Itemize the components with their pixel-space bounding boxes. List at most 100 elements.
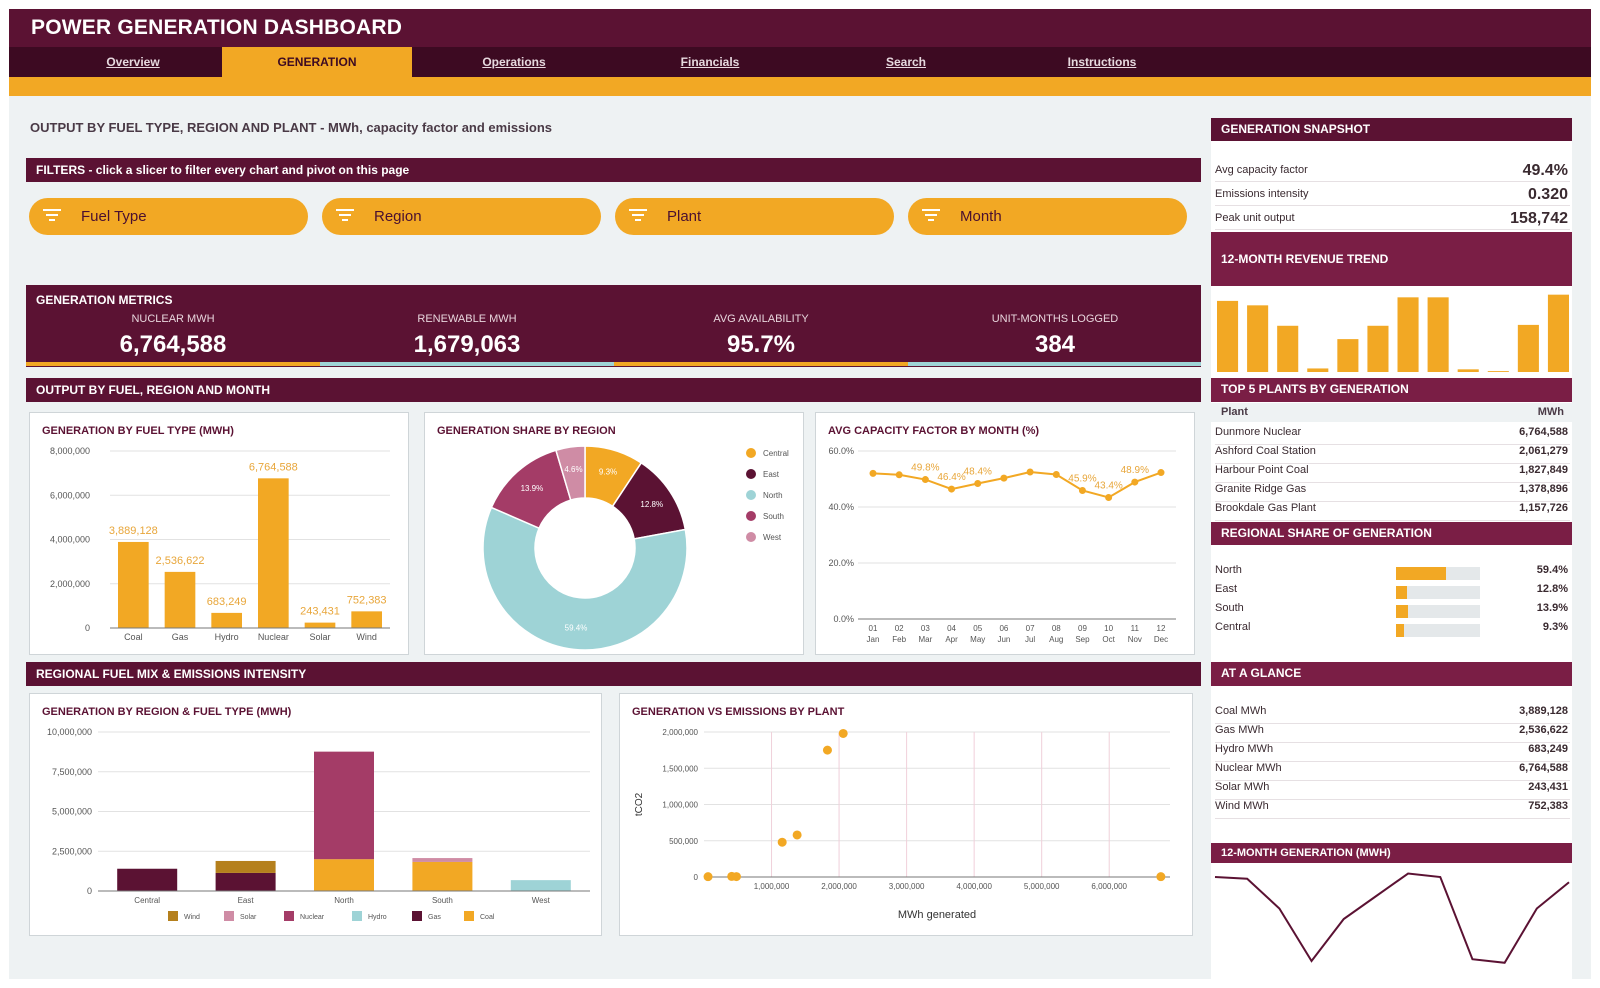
tab-generation[interactable]: GENERATION xyxy=(222,47,412,78)
y-tick-label: 2,500,000 xyxy=(52,846,92,856)
tab-financials[interactable]: Financials xyxy=(680,55,740,69)
tab-operations[interactable]: Operations xyxy=(482,55,546,69)
col-plant: Plant xyxy=(1221,406,1248,418)
plant-name: Ashford Coal Station xyxy=(1215,445,1316,457)
glance-label: Hydro MWh xyxy=(1215,743,1274,755)
x-tick-label: Solar xyxy=(309,632,330,642)
kpi-value: 1,679,063 xyxy=(413,331,521,358)
region-label: South xyxy=(1215,602,1244,614)
tab-overview[interactable]: Overview xyxy=(106,55,160,69)
y-tick-label: 60.0% xyxy=(828,446,854,456)
plant-mwh: 1,378,896 xyxy=(1519,483,1568,495)
y-tick-label: 2,000,000 xyxy=(50,579,90,589)
share-pct: 12.8% xyxy=(1536,583,1568,595)
tab-search[interactable]: Search xyxy=(885,55,927,69)
x-tick-label: 09 xyxy=(1078,624,1087,633)
legend-label: West xyxy=(763,533,782,542)
series-line xyxy=(872,470,1162,499)
region-label: East xyxy=(1215,583,1238,595)
glance-row: Wind MWh 752,383 xyxy=(1215,800,1570,819)
kpi-label: UNIT-MONTHS LOGGED xyxy=(991,313,1119,325)
bar xyxy=(1427,297,1449,372)
glance-row: Nuclear MWh 6,764,588 xyxy=(1215,762,1570,781)
x-tick-label: Oct xyxy=(1102,635,1115,644)
table-row[interactable]: Harbour Point Coal 1,827,849 xyxy=(1215,464,1570,483)
bar xyxy=(1217,300,1239,372)
table-row[interactable]: Ashford Coal Station 2,061,279 xyxy=(1215,445,1570,464)
top-plants-header: TOP 5 PLANTS BY GENERATION xyxy=(1211,378,1572,402)
bar xyxy=(1487,371,1509,372)
kpi-value: 6,764,588 xyxy=(119,331,227,358)
x-tick-label: 11 xyxy=(1131,624,1140,633)
data-label: 752,383 xyxy=(347,594,387,606)
page-subtitle: OUTPUT BY FUEL TYPE, REGION AND PLANT - … xyxy=(30,120,552,135)
data-point xyxy=(1105,493,1113,501)
slicer-label: Region xyxy=(374,208,422,225)
slice-label: 9.3% xyxy=(599,467,617,476)
nav-bar: Overview GENERATION Operations Financial… xyxy=(9,47,1591,78)
donut-slice xyxy=(482,506,688,651)
slice-label: 13.9% xyxy=(521,484,544,493)
table-row[interactable]: Brookdale Gas Plant 1,157,726 xyxy=(1215,502,1570,521)
filters-header: FILTERS - click a slicer to filter every… xyxy=(26,158,1201,182)
legend-swatch xyxy=(352,911,362,921)
slicer-month[interactable]: Month xyxy=(908,198,1187,235)
bar xyxy=(164,571,196,628)
glance-row: Coal MWh 3,889,128 xyxy=(1215,705,1570,724)
y-axis-label: tCO2 xyxy=(634,792,645,816)
plant-name: Brookdale Gas Plant xyxy=(1215,502,1316,514)
revenue-trend-header: 12-MONTH REVENUE TREND xyxy=(1211,232,1572,286)
x-tick-label: 01 xyxy=(869,624,878,633)
slicer-region[interactable]: Region xyxy=(322,198,601,235)
table-row[interactable]: Dunmore Nuclear 6,764,588 xyxy=(1215,426,1570,445)
table-row[interactable]: Granite Ridge Gas 1,378,896 xyxy=(1215,483,1570,502)
legend-label: Gas xyxy=(428,914,441,921)
x-tick-label: 05 xyxy=(973,624,982,633)
glance-row: Gas MWh 2,536,622 xyxy=(1215,724,1570,743)
data-point xyxy=(1052,471,1060,479)
x-tick-label: 4,000,000 xyxy=(956,882,992,891)
chart-title: AVG CAPACITY FACTOR BY MONTH (%) xyxy=(828,425,1040,437)
share-pct: 13.9% xyxy=(1536,602,1568,614)
plant-name: Dunmore Nuclear xyxy=(1215,426,1302,438)
x-tick-label: Central xyxy=(134,896,160,905)
glance-row: Hydro MWh 683,249 xyxy=(1215,743,1570,762)
plant-name: Harbour Point Coal xyxy=(1215,464,1309,476)
bar xyxy=(1337,339,1359,372)
glance-value: 3,889,128 xyxy=(1519,705,1568,717)
chart-title: GENERATION VS EMISSIONS BY PLANT xyxy=(632,706,845,718)
bar xyxy=(1547,294,1569,372)
legend-swatch xyxy=(746,469,756,479)
data-label: 45.9% xyxy=(1068,473,1096,484)
x-tick-label: 02 xyxy=(895,624,904,633)
data-point xyxy=(921,476,929,484)
regional-share-row: Central 9.3% xyxy=(1215,621,1570,640)
data-point xyxy=(948,485,956,493)
data-point xyxy=(974,479,982,487)
bar xyxy=(211,612,242,628)
monthly-generation-header: 12-MONTH GENERATION (MWH) xyxy=(1211,843,1572,863)
region-share-donut-chart: 9.3% 12.8% 59.4% 13.9% 4.6% Central East North S… xyxy=(482,445,789,651)
kpi-unit-months: UNIT-MONTHS LOGGED 384 xyxy=(908,313,1202,359)
legend-label: Nuclear xyxy=(300,914,325,921)
legend-label: Coal xyxy=(480,914,495,921)
data-point xyxy=(1026,468,1034,476)
section-output-header: OUTPUT BY FUEL, REGION AND MONTH xyxy=(26,378,1201,402)
slicer-label: Month xyxy=(960,208,1002,225)
slicer-label: Plant xyxy=(667,208,702,225)
filter-icon xyxy=(629,209,647,221)
slicer-fuel-type[interactable]: Fuel Type xyxy=(29,198,308,235)
slicer-plant[interactable]: Plant xyxy=(615,198,894,235)
share-bar-fill xyxy=(1396,586,1407,599)
x-tick-label: Jul xyxy=(1025,635,1035,644)
kpi-label: AVG AVAILABILITY xyxy=(713,313,809,325)
regional-share-row: South 13.9% xyxy=(1215,602,1570,621)
series-line xyxy=(1214,872,1570,964)
tab-instructions[interactable]: Instructions xyxy=(1067,55,1137,69)
snapshot-header: GENERATION SNAPSHOT xyxy=(1211,118,1572,141)
legend-label: North xyxy=(763,491,783,500)
kpi-underline xyxy=(908,362,1201,366)
x-tick-label: Mar xyxy=(918,635,932,644)
legend-swatch xyxy=(464,911,474,921)
regional-share-row: East 12.8% xyxy=(1215,583,1570,602)
